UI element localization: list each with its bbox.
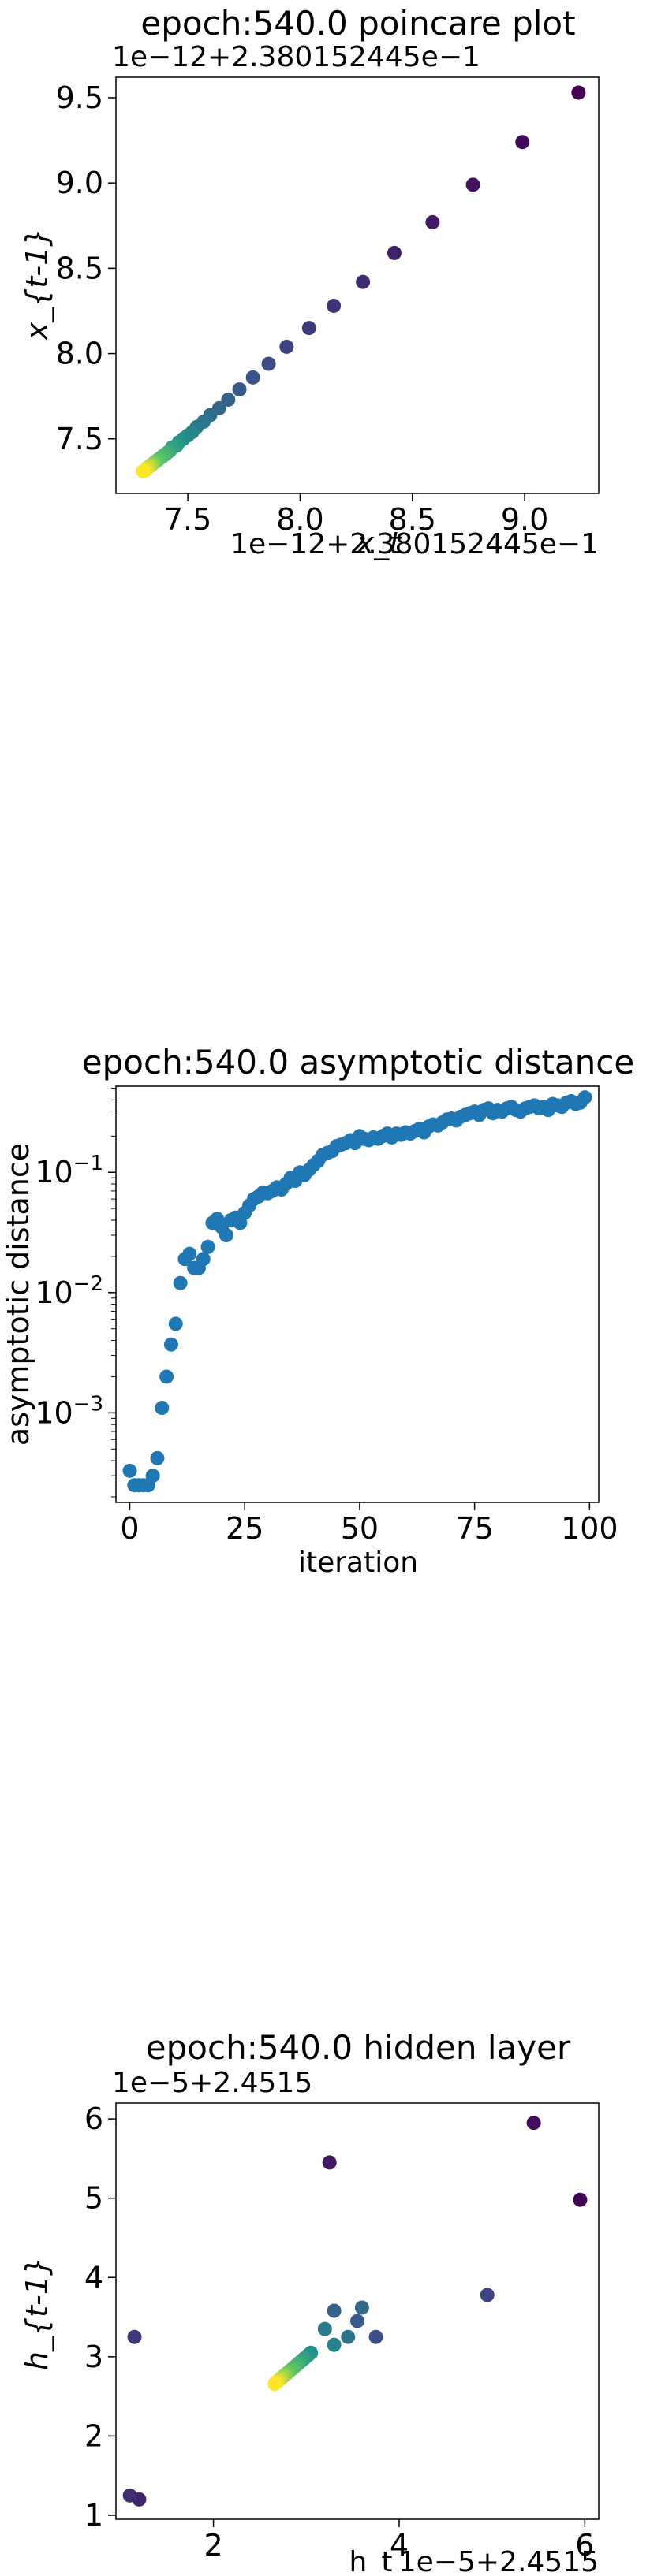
hidden-layer-data-point bbox=[327, 2303, 342, 2318]
hidden-layer-y-axis-label-text: h_{t-1} bbox=[20, 2257, 54, 2370]
hidden-layer-data-point bbox=[573, 2192, 588, 2207]
poincare-y-axis-label-text: x_{t-1} bbox=[20, 228, 54, 341]
poincare-data-point bbox=[387, 245, 402, 260]
hidden-layer-y-tick-label: 5 bbox=[84, 2181, 103, 2216]
poincare-data-point bbox=[261, 356, 276, 371]
hidden-layer-data-point bbox=[354, 2300, 369, 2315]
poincare-x-tick-label: 7.5 bbox=[164, 502, 211, 537]
hidden-layer-y-ticks: 1 2 3 4 5 6 bbox=[84, 2101, 116, 2533]
hidden-layer-y-axis-label: h_{t-1} bbox=[20, 2257, 54, 2370]
hidden-layer-data-point bbox=[368, 2329, 383, 2344]
asymptotic-distance-data-point bbox=[155, 1401, 170, 1416]
hidden-layer-data-point bbox=[341, 2329, 356, 2344]
hidden-layer-chart: epoch:540.0 hidden layer 1e−5+2.4515 2 4 6… bbox=[20, 2028, 600, 2576]
poincare-data-point bbox=[425, 214, 440, 229]
hidden-layer-x-tick-label: 2 bbox=[204, 2528, 222, 2563]
hidden-layer-data-point bbox=[267, 2377, 282, 2392]
hidden-layer-y-tick-label: 4 bbox=[84, 2260, 103, 2295]
poincare-y-tick-label: 8.5 bbox=[56, 251, 103, 285]
poincare-x-axis-label: x_t bbox=[356, 526, 402, 560]
hidden-layer-y-tick-label: 2 bbox=[84, 2418, 103, 2453]
asymptotic-distance-y-tick-label: 10−1 bbox=[35, 1152, 103, 1189]
asymptotic-distance-data-point bbox=[122, 1463, 137, 1478]
asymptotic-distance-plot-area bbox=[115, 1085, 600, 1503]
poincare-data-point bbox=[136, 463, 151, 478]
poincare-x-tick-label: 9.0 bbox=[501, 502, 548, 537]
asymptotic-distance-x-tick-label: 75 bbox=[455, 1511, 493, 1546]
poincare-y-offset-label: 1e−12+2.380152445e−1 bbox=[112, 41, 480, 73]
poincare-y-tick-label: 8.0 bbox=[56, 337, 103, 371]
poincare-data-point bbox=[571, 85, 586, 100]
poincare-data-point bbox=[301, 321, 316, 336]
hidden-layer-data-point bbox=[127, 2329, 142, 2344]
poincare-plot-chart: epoch:540.0 poincare plot 1e−12+2.380152… bbox=[20, 4, 600, 560]
hidden-layer-y-tick-label: 6 bbox=[84, 2101, 103, 2136]
asymptotic-distance-data-point bbox=[219, 1228, 233, 1243]
hidden-layer-data-point bbox=[322, 2155, 337, 2170]
poincare-x-offset-label: 1e−12+2.380152445e−1 bbox=[230, 528, 599, 560]
hidden-layer-x-ticks: 2 4 6 bbox=[204, 2519, 594, 2563]
hidden-layer-data-point bbox=[526, 2116, 541, 2131]
asymptotic-distance-data-point bbox=[150, 1450, 165, 1465]
poincare-data-point bbox=[465, 177, 480, 192]
hidden-layer-x-tick-label: 6 bbox=[575, 2528, 594, 2563]
asymptotic-distance-x-tick-label: 25 bbox=[226, 1511, 263, 1546]
asymptotic-distance-data-point bbox=[182, 1246, 197, 1261]
asymptotic-distance-data-point bbox=[200, 1239, 215, 1254]
asymptotic-distance-chart: epoch:540.0 asymptotic distance 0 25 50 75 1… bbox=[1, 1043, 634, 1579]
asymptotic-distance-x-tick-label: 0 bbox=[120, 1511, 139, 1546]
hidden-layer-y-tick-label: 3 bbox=[84, 2340, 103, 2374]
asymptotic-distance-data-point bbox=[159, 1369, 174, 1384]
hidden-layer-x-offset-label: 1e−5+2.4515 bbox=[398, 2546, 599, 2576]
poincare-data-point bbox=[515, 135, 530, 150]
hidden-layer-title: epoch:540.0 hidden layer bbox=[146, 2028, 571, 2067]
poincare-y-tick-label: 7.5 bbox=[56, 422, 103, 456]
poincare-x-tick-label: 8.0 bbox=[276, 502, 323, 537]
asymptotic-distance-data-point bbox=[577, 1090, 592, 1105]
hidden-layer-data-point bbox=[480, 2288, 495, 2302]
asymptotic-distance-data-point bbox=[196, 1252, 211, 1267]
hidden-layer-data-point bbox=[350, 2314, 364, 2328]
poincare-y-axis-label: x_{t-1} bbox=[20, 228, 54, 341]
poincare-plot-title: epoch:540.0 poincare plot bbox=[140, 4, 575, 43]
hidden-layer-plot-area bbox=[115, 2102, 600, 2520]
poincare-data-point bbox=[221, 392, 236, 407]
hidden-layer-points bbox=[122, 2116, 588, 2507]
asymptotic-distance-points bbox=[122, 1090, 592, 1493]
poincare-x-ticks: 7.5 8.0 8.5 9.0 bbox=[164, 493, 548, 537]
poincare-y-tick-label: 9.5 bbox=[56, 80, 103, 115]
hidden-layer-y-offset-label: 1e−5+2.4515 bbox=[112, 2067, 312, 2099]
hidden-layer-y-tick-label: 1 bbox=[84, 2498, 103, 2533]
asymptotic-distance-y-tick-label: 10−3 bbox=[35, 1392, 103, 1430]
poincare-data-point bbox=[279, 339, 294, 354]
hidden-layer-x-tick-label: 4 bbox=[390, 2528, 409, 2563]
asymptotic-distance-data-point bbox=[168, 1316, 183, 1331]
poincare-data-point bbox=[356, 274, 371, 289]
asymptotic-distance-data-point bbox=[163, 1337, 178, 1352]
asymptotic-distance-x-ticks: 0 25 50 75 100 bbox=[120, 1502, 618, 1546]
asymptotic-distance-data-point bbox=[145, 1469, 160, 1483]
asymptotic-distance-title: epoch:540.0 asymptotic distance bbox=[82, 1043, 634, 1081]
asymptotic-distance-x-tick-label: 50 bbox=[341, 1511, 379, 1546]
hidden-layer-data-point bbox=[122, 2488, 137, 2503]
poincare-data-point bbox=[327, 298, 342, 313]
asymptotic-distance-y-tick-label: 10−2 bbox=[35, 1272, 103, 1310]
hidden-layer-x-axis-label: h_t bbox=[349, 2546, 393, 2576]
poincare-points bbox=[136, 85, 586, 478]
asymptotic-distance-y-axis-label: asymptotic distance bbox=[1, 1143, 35, 1446]
hidden-layer-data-point bbox=[327, 2337, 342, 2352]
poincare-plot-area bbox=[115, 76, 600, 494]
poincare-data-point bbox=[232, 382, 247, 396]
poincare-x-tick-label: 8.5 bbox=[389, 502, 436, 537]
hidden-layer-data-point bbox=[317, 2321, 332, 2336]
asymptotic-distance-x-tick-label: 100 bbox=[561, 1511, 618, 1546]
asymptotic-distance-data-point bbox=[173, 1275, 188, 1290]
poincare-data-point bbox=[245, 370, 260, 385]
asymptotic-distance-y-ticks: 10−3 10−2 10−1 bbox=[35, 1088, 116, 1498]
poincare-y-ticks: 7.5 8.0 8.5 9.0 9.5 bbox=[56, 80, 116, 456]
poincare-x-axis-label-text: x_t bbox=[356, 526, 402, 560]
asymptotic-distance-x-axis-label: iteration bbox=[298, 1547, 418, 1579]
poincare-y-tick-label: 9.0 bbox=[56, 166, 103, 200]
